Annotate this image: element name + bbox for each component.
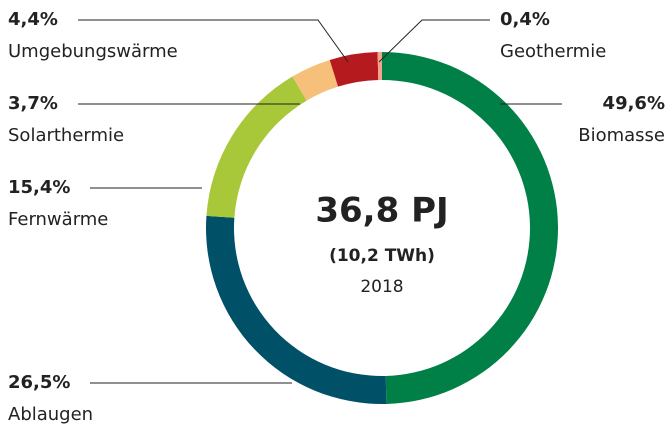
value-label: 0,4% bbox=[500, 9, 550, 30]
category-label: Ablaugen bbox=[8, 404, 93, 425]
donut-segment bbox=[292, 59, 339, 101]
value-label: 4,4% bbox=[8, 9, 58, 30]
value-label: 3,7% bbox=[8, 93, 58, 114]
category-label: Umgebungswärme bbox=[8, 41, 178, 62]
category-label: Fernwärme bbox=[8, 209, 108, 230]
center-subtitle: (10,2 TWh) bbox=[329, 246, 435, 266]
donut-segment bbox=[377, 52, 382, 81]
category-label: Biomasse bbox=[578, 125, 665, 146]
value-label: 26,5% bbox=[8, 372, 70, 393]
value-label: 15,4% bbox=[8, 177, 70, 198]
donut-segment bbox=[206, 215, 387, 404]
leader-line bbox=[78, 19, 349, 63]
leader-line bbox=[378, 19, 490, 63]
category-label: Solarthermie bbox=[8, 125, 124, 146]
donut-segment bbox=[382, 52, 559, 404]
center-title: 36,8 PJ bbox=[315, 191, 448, 231]
donut-segment bbox=[206, 76, 307, 218]
value-label: 49,6% bbox=[603, 93, 665, 114]
category-label: Geothermie bbox=[500, 41, 606, 62]
center-year: 2018 bbox=[360, 277, 403, 297]
donut-segment bbox=[329, 52, 379, 87]
